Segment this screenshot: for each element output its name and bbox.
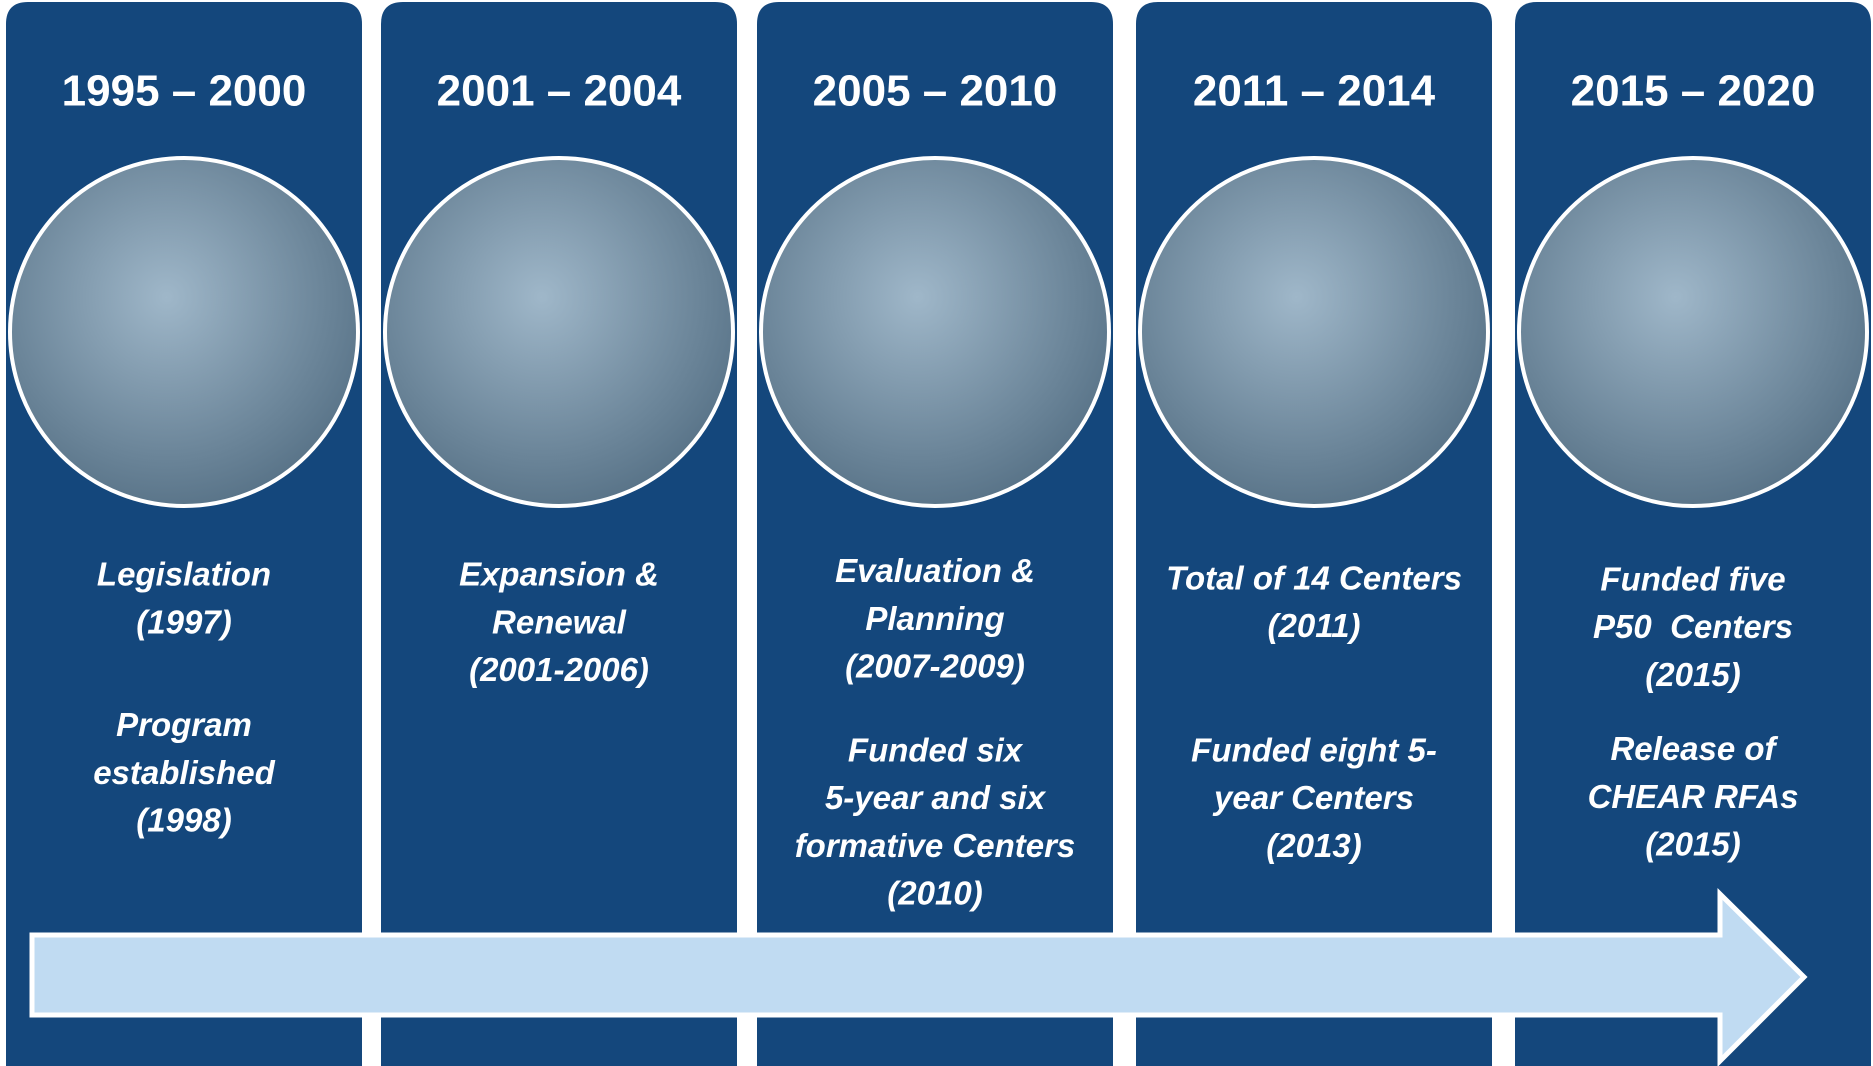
event-text: Funded eight 5-: [1191, 731, 1437, 768]
event-text: year Centers: [1212, 779, 1414, 816]
event-text: (2001-2006): [469, 651, 649, 688]
photo: [761, 158, 1109, 506]
photo: [1140, 158, 1488, 506]
event-text: Total of 14 Centers: [1166, 559, 1462, 596]
event-text: (2013): [1266, 827, 1361, 864]
period-title: 2015 – 2020: [1571, 67, 1816, 116]
event-text: established: [93, 754, 275, 791]
event-text: Legislation: [97, 556, 271, 593]
event-text: Program: [116, 706, 252, 743]
event-text: (1998): [136, 802, 231, 839]
photo: [1519, 158, 1867, 506]
period-title: 2011 – 2014: [1193, 67, 1436, 116]
event-text: Renewal: [492, 603, 627, 640]
event-text: 5-year and six: [825, 779, 1047, 816]
event-text: Funded five: [1600, 560, 1785, 597]
event-text: (2010): [887, 875, 982, 912]
event-text: formative Centers: [795, 827, 1076, 864]
photo: [385, 158, 733, 506]
event-text: (2015): [1645, 826, 1740, 863]
event-text: Funded six: [848, 731, 1024, 768]
period-title: 1995 – 2000: [62, 67, 307, 116]
timeline: 1995 – 2000 Legislation (1997) Program estab…: [0, 0, 1873, 1066]
period-title: 2001 – 2004: [437, 67, 682, 116]
event-text: (2007-2009): [845, 648, 1025, 685]
event-text: CHEAR RFAs: [1588, 778, 1799, 815]
period-title: 2005 – 2010: [813, 67, 1058, 116]
event-text: P50 Centers: [1593, 608, 1793, 645]
columns: 1995 – 2000 Legislation (1997) Program estab…: [6, 2, 1871, 1066]
event-text: Expansion &: [459, 556, 659, 593]
event-text: (2011): [1268, 607, 1361, 644]
event-text: Release of: [1610, 730, 1778, 767]
event-text: (1997): [136, 603, 231, 640]
photo: [10, 158, 358, 506]
event-text: (2015): [1645, 656, 1740, 693]
event-text: Evaluation &: [835, 552, 1035, 589]
event-text: Planning: [865, 600, 1004, 637]
